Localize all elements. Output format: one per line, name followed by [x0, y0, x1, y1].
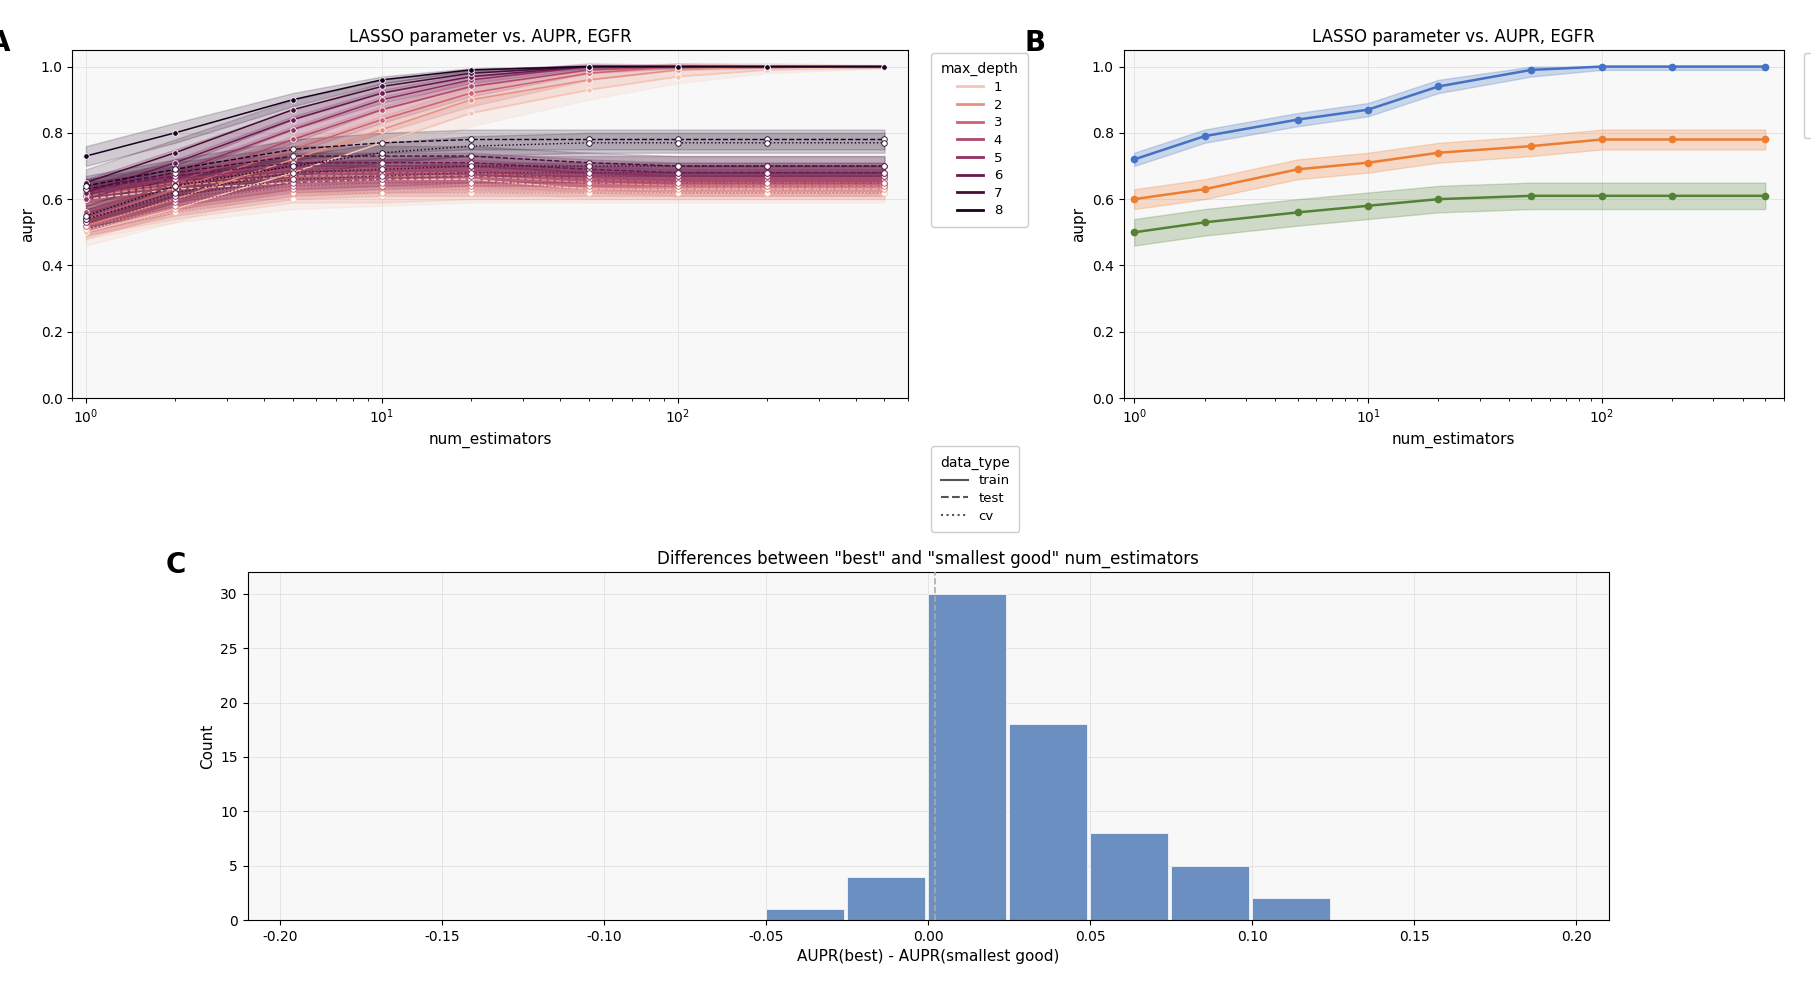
CCLE: [1427, 193, 1449, 205]
CCLE: [1356, 200, 1378, 212]
Bar: [1009, 724, 1087, 920]
TCGA (train): [1356, 104, 1378, 116]
Title: Differences between "best" and "smallest good" num_estimators: Differences between "best" and "smallest…: [657, 550, 1199, 568]
CCLE: [1193, 216, 1215, 228]
TCGA (train): [1661, 61, 1682, 73]
Y-axis label: aupr: aupr: [20, 206, 34, 242]
Text: C: C: [167, 551, 187, 579]
Bar: [848, 876, 925, 920]
Line: CCLE: CCLE: [1132, 193, 1769, 235]
TCGA (holdout): [1193, 183, 1215, 195]
TCGA (train): [1592, 61, 1614, 73]
Title: LASSO parameter vs. AUPR, EGFR: LASSO parameter vs. AUPR, EGFR: [1313, 28, 1595, 46]
TCGA (holdout): [1521, 140, 1543, 152]
Line: TCGA (train): TCGA (train): [1132, 63, 1769, 162]
Y-axis label: Count: Count: [199, 723, 216, 769]
TCGA (holdout): [1356, 157, 1378, 169]
TCGA (train): [1123, 153, 1145, 165]
Legend: train, test, cv: train, test, cv: [931, 446, 1020, 532]
X-axis label: AUPR(best) - AUPR(smallest good): AUPR(best) - AUPR(smallest good): [797, 949, 1059, 964]
TCGA (train): [1427, 80, 1449, 92]
Text: A: A: [0, 29, 11, 57]
CCLE: [1592, 190, 1614, 202]
Bar: [1172, 866, 1250, 920]
TCGA (train): [1288, 114, 1309, 126]
TCGA (holdout): [1661, 133, 1682, 145]
TCGA (holdout): [1427, 147, 1449, 159]
CCLE: [1288, 206, 1309, 218]
Bar: [1251, 898, 1329, 920]
TCGA (holdout): [1123, 193, 1145, 205]
Title: LASSO parameter vs. AUPR, EGFR: LASSO parameter vs. AUPR, EGFR: [350, 28, 632, 46]
CCLE: [1755, 190, 1777, 202]
CCLE: [1123, 226, 1145, 238]
TCGA (holdout): [1755, 133, 1777, 145]
X-axis label: num_estimators: num_estimators: [1393, 432, 1516, 448]
Line: TCGA (holdout): TCGA (holdout): [1132, 136, 1769, 202]
Bar: [766, 909, 844, 920]
Bar: [1090, 833, 1168, 920]
Legend: TCGA (train), TCGA (holdout), CCLE: TCGA (train), TCGA (holdout), CCLE: [1804, 53, 1811, 138]
TCGA (train): [1521, 64, 1543, 76]
TCGA (train): [1193, 130, 1215, 142]
TCGA (train): [1755, 61, 1777, 73]
X-axis label: num_estimators: num_estimators: [429, 432, 552, 448]
Text: B: B: [1025, 29, 1045, 57]
Y-axis label: aupr: aupr: [1072, 206, 1087, 242]
TCGA (holdout): [1592, 133, 1614, 145]
CCLE: [1521, 190, 1543, 202]
Bar: [929, 594, 1005, 920]
TCGA (holdout): [1288, 163, 1309, 175]
CCLE: [1661, 190, 1682, 202]
